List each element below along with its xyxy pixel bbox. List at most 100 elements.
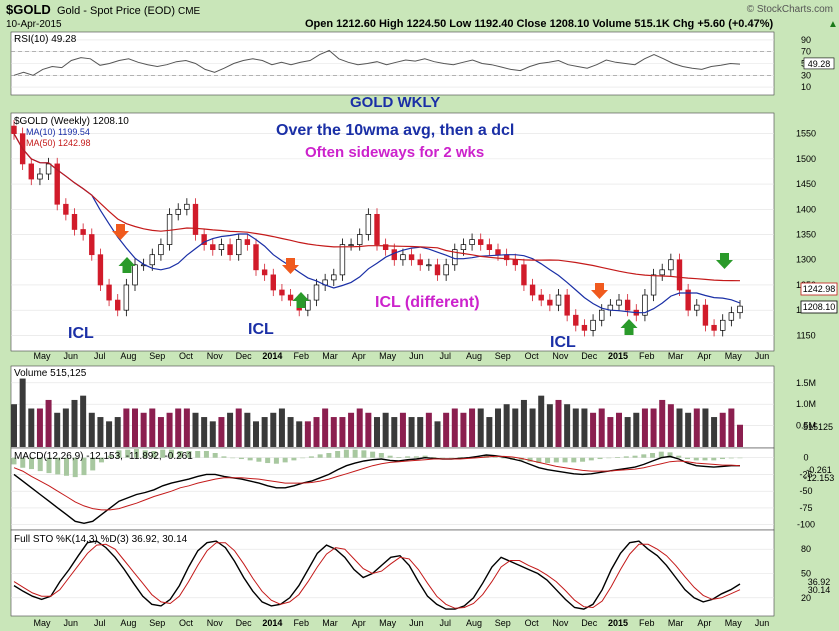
x-axis-label: Jun [755, 351, 770, 361]
candle-body [538, 294, 544, 301]
x-axis-label: Dec [236, 351, 253, 361]
volume-bar [737, 424, 743, 447]
exchange: CME [178, 6, 201, 17]
sto-k-line [13, 540, 741, 610]
arrow-down-icon [591, 283, 608, 299]
volume-bar [45, 399, 52, 447]
macd-histogram-bar [203, 451, 209, 458]
macd-histogram-bar [361, 450, 367, 458]
macd-histogram-bar [160, 449, 166, 458]
candle-body [175, 208, 181, 215]
candle-body [63, 203, 69, 215]
macd-histogram-bar [650, 453, 656, 458]
volume-bar [633, 412, 640, 447]
macd-histogram-bar [168, 449, 174, 458]
volume-bar [270, 412, 277, 447]
change-up-arrow: ▲ [828, 19, 838, 30]
candle-body [80, 229, 86, 235]
candle-body [737, 305, 743, 314]
macd-histogram-bar [343, 449, 349, 458]
macd-histogram-bar [37, 457, 43, 472]
price-tick-label: 1300 [796, 255, 816, 265]
volume-bar [19, 378, 26, 447]
candle-body [382, 244, 389, 251]
x-axis-label: 2014 [262, 618, 282, 628]
x-axis-label: Apr [352, 618, 366, 628]
ma50-value-tag [800, 282, 838, 296]
annotation-often-sideways: Often sideways for 2 wks [305, 144, 484, 161]
candle-body [236, 239, 242, 256]
candle-body [469, 239, 475, 245]
macd-histogram-bar [728, 457, 734, 459]
macd-histogram-bar [256, 457, 262, 462]
price-tick-label: 1150 [796, 330, 815, 340]
macd-histogram-bar [405, 456, 411, 458]
x-axis-label: May [725, 618, 743, 628]
macd-tick-label: -25 [799, 469, 812, 479]
x-axis-label: May [379, 618, 397, 628]
volume-bar [598, 408, 605, 447]
macd-histogram-bar [230, 457, 236, 459]
macd-histogram-bar [125, 449, 131, 458]
x-axis-label: Dec [581, 351, 598, 361]
annotation-icl-different: ICL (different) [375, 294, 480, 311]
macd-signal-line [13, 455, 741, 511]
volume-bar [520, 399, 527, 447]
x-axis-label: Aug [120, 351, 136, 361]
macd-histogram-bar [580, 457, 586, 462]
macd-histogram-bar [606, 457, 612, 459]
volume-bar [218, 417, 225, 447]
volume-bar [399, 412, 406, 447]
candle-body [11, 125, 17, 135]
macd-histogram-bar [588, 457, 594, 461]
macd-line [13, 454, 740, 525]
macd-histogram-bar [238, 457, 244, 460]
macd-histogram-bar [562, 457, 568, 463]
close-value-tag [800, 300, 838, 314]
volume-bar [54, 412, 61, 447]
volume-bar [348, 412, 355, 447]
candle-body [339, 244, 346, 276]
volume-bar [434, 421, 441, 447]
macd-histogram-bar [291, 457, 297, 461]
macd-histogram-bar [457, 457, 463, 458]
volume-bar [425, 412, 432, 447]
candle-body [486, 244, 493, 251]
volume-bar [114, 417, 121, 447]
candle-body [512, 259, 518, 266]
macd-histogram-bar [55, 457, 61, 475]
signal-arrows [112, 224, 733, 335]
volume-bar [278, 408, 285, 447]
arrow-up-icon [620, 319, 638, 335]
volume-bar [607, 417, 614, 447]
macd-histogram-bar [46, 457, 52, 474]
volume-bar [106, 421, 113, 447]
volume-bar [183, 408, 190, 447]
macd-tick-label: -75 [799, 503, 812, 513]
volume-bar [149, 408, 156, 447]
candle-body [261, 269, 268, 276]
candle-body [166, 213, 173, 245]
x-axis-label: Feb [293, 351, 309, 361]
price-tick-label: 1500 [796, 154, 816, 164]
candle-body [365, 213, 372, 235]
volume-bar [555, 399, 562, 447]
legend-ma10: MA(10) 1199.54 [26, 127, 90, 137]
macd-histogram-bar [545, 457, 551, 464]
candle-body [581, 324, 588, 331]
candle-body [650, 274, 657, 296]
x-axis-label: Jun [64, 618, 79, 628]
x-axis-label: Aug [466, 351, 482, 361]
x-axis-label: May [33, 618, 51, 628]
candle-body [89, 234, 95, 256]
x-axis-label: Oct [179, 351, 194, 361]
x-axis-label: Apr [697, 618, 711, 628]
price-title: $GOLD (Weekly) 1208.10 [14, 116, 129, 127]
candle-body [529, 284, 536, 296]
macd-histogram-bar [186, 451, 192, 458]
candle-body [694, 304, 700, 311]
volume-bar [80, 395, 87, 447]
macd-histogram-bar [702, 457, 708, 461]
candle-body [331, 274, 337, 281]
volume-bar [140, 412, 147, 447]
